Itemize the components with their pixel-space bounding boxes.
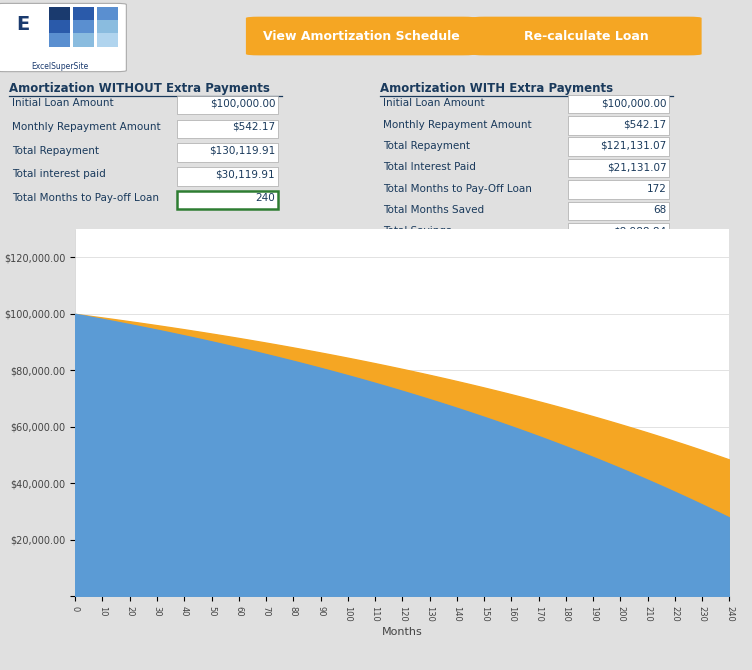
Text: $130,119.91: $130,119.91 [209,145,275,155]
FancyBboxPatch shape [177,167,278,186]
Text: Total Repayment: Total Repayment [383,141,470,151]
Text: Total Months to Pay-off Loan: Total Months to Pay-off Loan [12,193,159,203]
Text: Amortization WITHOUT Extra Payments: Amortization WITHOUT Extra Payments [9,82,270,95]
Text: Total Months Saved: Total Months Saved [383,205,484,215]
Bar [97,7,118,19]
FancyBboxPatch shape [568,116,669,135]
FancyBboxPatch shape [568,137,669,156]
Text: 68: 68 [653,205,666,215]
FancyBboxPatch shape [472,17,702,56]
FancyBboxPatch shape [568,94,669,113]
Text: $121,131.07: $121,131.07 [600,141,666,151]
Text: $8,988.84: $8,988.84 [613,226,666,237]
FancyBboxPatch shape [177,119,278,138]
Text: 172: 172 [647,184,666,194]
Text: $100,000.00: $100,000.00 [601,98,666,109]
Text: Initial Loan Amount: Initial Loan Amount [12,98,114,109]
Bar [49,7,70,19]
Bar [49,20,70,33]
Text: View Amortization Schedule: View Amortization Schedule [262,29,459,42]
FancyBboxPatch shape [568,180,669,199]
Text: $30,119.91: $30,119.91 [216,170,275,180]
FancyBboxPatch shape [177,143,278,162]
Text: $542.17: $542.17 [623,119,666,129]
Text: Total Repayment: Total Repayment [12,145,99,155]
FancyBboxPatch shape [177,191,278,209]
Text: Total Months to Pay-Off Loan: Total Months to Pay-Off Loan [383,184,532,194]
X-axis label: Months: Months [382,627,423,637]
Text: Monthly Repayment Amount: Monthly Repayment Amount [383,119,532,129]
Text: Total interest paid: Total interest paid [12,170,106,180]
FancyBboxPatch shape [568,159,669,178]
Text: Initial Loan Amount: Initial Loan Amount [383,98,484,109]
Bar [97,20,118,33]
Text: 240: 240 [256,193,275,203]
Text: Monthly Repayment Amount: Monthly Repayment Amount [12,122,161,132]
Text: E: E [17,15,30,34]
Bar [73,7,94,19]
Text: $542.17: $542.17 [232,122,275,132]
FancyBboxPatch shape [0,3,126,72]
Text: Re-calculate Loan: Re-calculate Loan [524,29,649,42]
FancyBboxPatch shape [177,96,278,115]
Text: $100,000.00: $100,000.00 [210,98,275,109]
Text: Amortization WITH Extra Payments: Amortization WITH Extra Payments [380,82,613,95]
Text: ExcelSuperSite: ExcelSuperSite [32,62,89,70]
FancyBboxPatch shape [568,223,669,242]
FancyBboxPatch shape [246,17,476,56]
Text: Total Savings: Total Savings [383,226,451,237]
Text: Total Interest Paid: Total Interest Paid [383,162,476,172]
Bar [73,34,94,46]
Text: $21,131.07: $21,131.07 [607,162,666,172]
Bar [73,20,94,33]
Bar [49,34,70,46]
Bar [97,34,118,46]
FancyBboxPatch shape [568,202,669,220]
